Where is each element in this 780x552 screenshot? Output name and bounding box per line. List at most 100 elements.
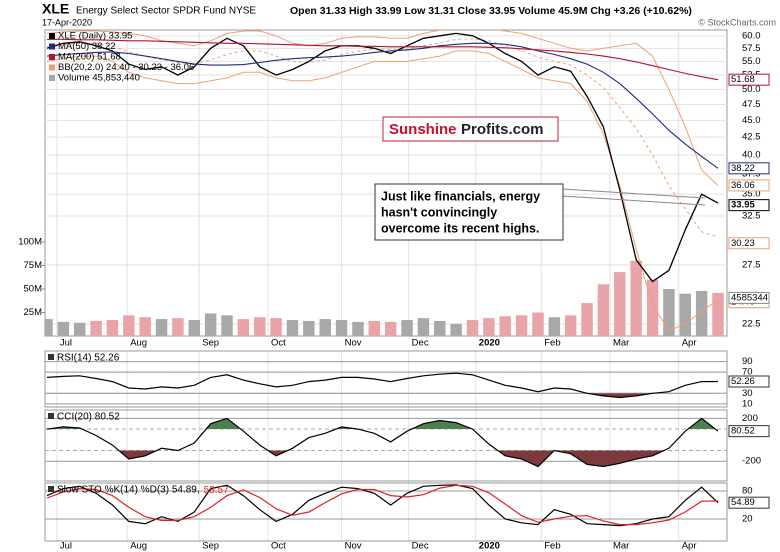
y-tick-label: 32.5 — [742, 210, 761, 221]
volume-bar — [106, 320, 119, 336]
indicator-title: CCI(20) 80.52 — [57, 412, 120, 423]
volume-bar — [352, 321, 364, 336]
x-tick-label: Oct — [271, 338, 286, 349]
logo: Sunshine Profits.com — [382, 116, 559, 142]
indicator-title: Slow STO %K(14) %D(3) 54.89, 58.57 — [57, 485, 229, 496]
indicator-fill — [586, 393, 653, 398]
end-value-label: 38.22 — [731, 163, 755, 174]
indicator-fill — [47, 372, 718, 373]
y-tick-label: 27.5 — [742, 260, 761, 271]
volume-bar — [450, 323, 462, 336]
end-value-label: 36.06 — [731, 180, 755, 191]
volume-bar — [466, 320, 479, 336]
security-name: Energy Select Sector SPDR Fund NYSE — [76, 6, 256, 17]
logo-part1: Sunshine — [389, 121, 457, 138]
indicator-line — [46, 372, 719, 399]
y-tick-label: 90 — [742, 356, 753, 367]
volume-bar — [221, 315, 233, 336]
end-value-label: 4585344 — [731, 292, 768, 303]
bollinger-lower — [46, 50, 719, 332]
y-tick-label: 30 — [742, 388, 753, 399]
volume-bar — [123, 315, 135, 336]
y-tick-label: 42.5 — [742, 132, 761, 143]
volume-bar — [204, 313, 217, 336]
volume-bar — [564, 315, 577, 336]
y-tick-label: 47.5 — [742, 99, 761, 110]
panel-icon — [48, 413, 54, 419]
y-tick-label: 50.0 — [742, 84, 761, 95]
annotation-line: Just like financials, energy — [381, 189, 540, 203]
volume-bar — [712, 292, 724, 336]
y-tick-label: 80 — [742, 485, 753, 496]
indicator-fill — [47, 450, 718, 467]
indicator-fill — [47, 418, 716, 430]
end-value-box — [728, 237, 770, 250]
volume-bar — [581, 303, 593, 336]
x-tick-label: Jul — [60, 338, 72, 349]
volume-bar — [614, 272, 626, 336]
end-value-label: 80.52 — [731, 426, 755, 437]
volume-bar — [45, 319, 53, 336]
legend-label: MA(200) 51.68 — [58, 52, 121, 63]
volume-bar — [646, 279, 659, 336]
panel-icon — [48, 354, 54, 360]
quote: Open 31.33 High 33.99 Low 31.31 Close 33… — [290, 5, 692, 17]
legend-swatch — [49, 75, 55, 81]
volume-bar — [384, 321, 397, 336]
x-tick-label: Dec — [412, 338, 429, 349]
end-value-box — [728, 496, 770, 509]
volume-tick-label: 50M — [24, 284, 43, 295]
y-tick-label: 22.5 — [742, 319, 761, 330]
volume-bar — [368, 320, 381, 336]
volume-bar — [515, 315, 528, 336]
annotation-line: overcome its recent highs. — [381, 221, 539, 235]
symbol: XLE — [42, 1, 69, 17]
volume-bar — [57, 321, 70, 336]
moving-average — [47, 38, 719, 81]
indicator-panel — [44, 350, 728, 408]
volume-tick-label: 25M — [24, 307, 43, 318]
y-tick-label: 20 — [742, 514, 753, 525]
pointer-line — [561, 195, 706, 206]
y-tick-label: 200 — [742, 413, 758, 424]
volume-bar — [303, 320, 315, 336]
y-tick-label: 70 — [742, 367, 753, 378]
end-value-box — [728, 425, 770, 438]
volume-bar — [499, 316, 511, 336]
x-tick-label: Mar — [613, 338, 629, 349]
y-tick-label: -200 — [742, 456, 761, 467]
volume-bar — [417, 318, 430, 336]
x-tick-label: 2020 — [479, 338, 500, 349]
volume-bar — [172, 318, 184, 336]
x-tick-label: Aug — [130, 338, 147, 349]
volume-bar — [401, 320, 413, 336]
logo-white — [457, 119, 556, 139]
volume-bar — [483, 318, 495, 336]
volume-bar — [74, 322, 86, 336]
y-tick-label: 57.5 — [742, 43, 761, 54]
volume-bar — [695, 290, 708, 336]
volume-bar — [532, 312, 544, 336]
x-tick-label: Mar — [613, 541, 629, 552]
x-tick-label: Feb — [544, 541, 560, 552]
logo-part2: Profits.com — [461, 121, 544, 138]
panel-icon — [48, 486, 54, 492]
volume-bar — [237, 319, 250, 336]
volume-bar — [335, 320, 348, 336]
volume-bar — [319, 319, 331, 336]
x-tick-label: Apr — [682, 541, 697, 552]
x-tick-label: Apr — [682, 338, 697, 349]
legend-swatch — [49, 43, 55, 50]
legend-swatch — [49, 33, 55, 39]
volume-bar — [254, 317, 266, 336]
indicator-line — [46, 417, 719, 468]
indicator-panel — [44, 409, 728, 482]
indicator-title-value: 58.57 — [204, 485, 229, 496]
pointer-line — [561, 188, 706, 199]
indicator-panel — [44, 482, 728, 542]
volume-bar — [597, 284, 610, 336]
annotation-line: hasn't convincingly — [381, 205, 497, 219]
y-tick-label: 40.0 — [742, 149, 761, 160]
y-tick-label: 35.0 — [742, 189, 761, 200]
